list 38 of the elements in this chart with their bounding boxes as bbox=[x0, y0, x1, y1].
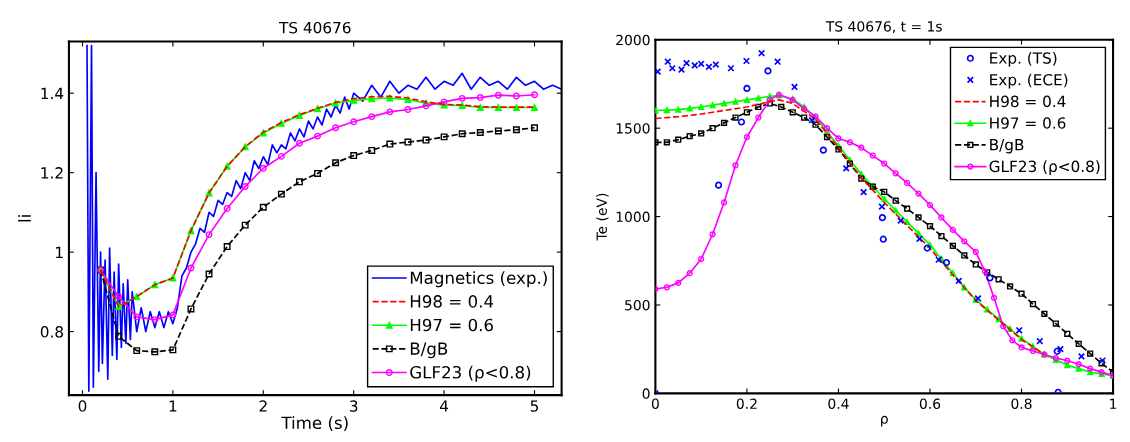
x-tick-label: 0 bbox=[651, 398, 659, 409]
y-axis-title: li bbox=[18, 215, 31, 222]
y-tick-label: 1 bbox=[56, 246, 63, 258]
y-tick-label: 500 bbox=[625, 299, 650, 311]
legend-label: Exp. (ECE) bbox=[990, 73, 1068, 89]
x-axis-title: Time (s) bbox=[281, 416, 348, 432]
legend-label: Exp. (TS) bbox=[990, 52, 1057, 67]
legend-label: H98 = 0.4 bbox=[990, 95, 1066, 108]
chart-title: TS 40676, t = 1s bbox=[825, 21, 942, 34]
y-tick-label: 0 bbox=[642, 388, 650, 399]
x-tick-label: 0 bbox=[78, 400, 87, 412]
x-tick-label: 1 bbox=[169, 400, 177, 412]
legend-label: H97 = 0.6 bbox=[410, 318, 494, 332]
chart-title: TS 40676 bbox=[278, 21, 351, 34]
x-tick-label: 0.2 bbox=[736, 398, 757, 409]
x-tick-label: 0.4 bbox=[828, 398, 849, 409]
x-tick-label: 0.6 bbox=[919, 398, 941, 409]
x-tick-label: 0.8 bbox=[1011, 398, 1032, 409]
x-tick-label: 4 bbox=[439, 400, 449, 412]
y-tick-label: 0.8 bbox=[40, 326, 64, 338]
legend-label: H98 = 0.4 bbox=[410, 295, 494, 308]
legend-label: GLF23 (ρ<0.8) bbox=[410, 365, 531, 382]
x-tick-label: 1 bbox=[1110, 398, 1117, 409]
legend-label: GLF23 (ρ<0.8) bbox=[989, 160, 1100, 176]
y-tick-label: 1500 bbox=[616, 123, 650, 134]
x-tick-label: 3 bbox=[349, 400, 358, 412]
x-tick-label: 5 bbox=[530, 400, 539, 412]
y-tick-label: 2000 bbox=[616, 34, 650, 46]
legend-label: H97 = 0.6 bbox=[990, 117, 1066, 129]
x-tick-label: 2 bbox=[259, 400, 267, 412]
legend-label: B/gB bbox=[410, 342, 448, 359]
x-axis-title: ρ bbox=[881, 415, 888, 427]
y-axis-title: Te (eV) bbox=[596, 193, 609, 241]
y-tick-label: 1000 bbox=[616, 211, 650, 223]
y-tick-label: 1.4 bbox=[41, 87, 64, 99]
y-tick-label: 1.2 bbox=[41, 167, 63, 179]
legend-label: B/gB bbox=[990, 139, 1024, 154]
legend-label: Magnetics (exp.) bbox=[410, 271, 547, 288]
